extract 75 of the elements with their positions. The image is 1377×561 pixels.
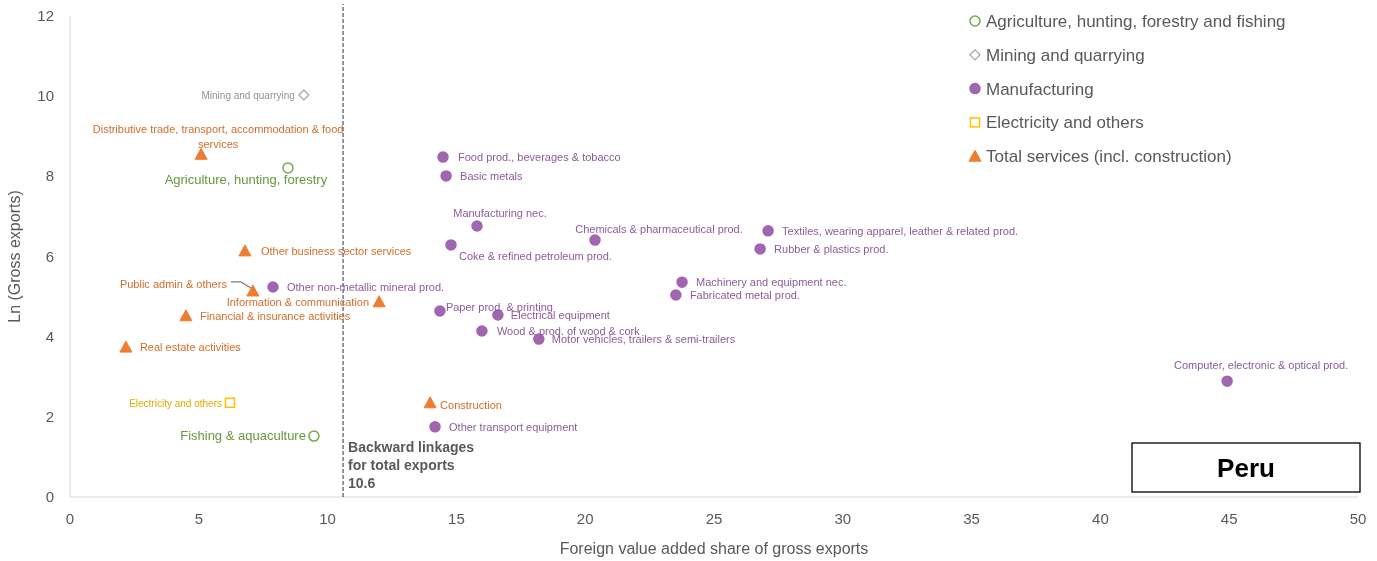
point: [471, 220, 483, 232]
point: [267, 281, 279, 293]
point: [238, 244, 252, 257]
annotation: Construction: [440, 398, 502, 411]
x-tick-label: 30: [834, 510, 852, 527]
annotation: Other business sector services: [260, 244, 412, 257]
annotation: Other transport equipment: [449, 420, 578, 433]
point: [437, 151, 449, 163]
x-tick-label: 50: [1349, 510, 1367, 527]
annotation: Real estate activities: [139, 341, 242, 354]
y-tick-label: 12: [37, 7, 54, 24]
x-tick-label: 45: [1220, 510, 1238, 527]
legend-label: Mining and quarrying: [986, 45, 1145, 65]
annotation: Chemicals & pharmaceutical prod.: [575, 223, 743, 236]
x-tick-label: 20: [576, 510, 594, 527]
x-tick-label: 0: [65, 510, 75, 527]
y-tick-label: 8: [45, 167, 54, 185]
annotation: Electricity and others: [129, 397, 222, 409]
point: [246, 284, 260, 297]
point: [445, 239, 457, 251]
annotation: Financial & insurance activities: [199, 309, 351, 322]
point: [589, 234, 601, 246]
point: [1221, 375, 1233, 387]
annotation: Public admin & others: [119, 277, 228, 290]
point: [476, 325, 488, 337]
legend-label: Electricity and others: [986, 113, 1144, 133]
y-tick-label: 2: [45, 407, 54, 425]
point: [119, 340, 133, 353]
x-tick-label: 40: [1092, 510, 1109, 527]
x-axis-title: Foreign value added share of gross exports: [559, 540, 869, 557]
annotation: Computer, electronic & optical prod.: [1174, 359, 1349, 372]
annotation: Distributive trade, transport, accommodation & food services: [92, 123, 344, 151]
point: [670, 289, 682, 301]
annotation: Food prod., beverages & tobacco: [458, 151, 621, 164]
x-tick-label: 15: [448, 510, 465, 527]
y-tick-label: 6: [45, 247, 54, 265]
annotation: Peru: [1217, 453, 1275, 483]
point: [423, 396, 437, 409]
annotation: Rubber & plastics prod.: [774, 242, 889, 255]
x-tick-label: 5: [194, 510, 203, 527]
y-tick-label: 4: [45, 327, 54, 345]
x-tick-label: 25: [705, 510, 723, 527]
point: [224, 397, 236, 409]
point: [429, 421, 441, 433]
y-tick-label: 0: [45, 488, 54, 505]
x-tick-label: 10: [319, 510, 336, 527]
point: [434, 305, 446, 317]
annotation: Coke & refined petroleum prod.: [458, 249, 612, 262]
y-tick-label: 10: [37, 87, 54, 105]
legend-label: Manufacturing: [986, 79, 1094, 99]
annotation: Other non-metallic mineral prod.: [286, 280, 445, 293]
point: [372, 295, 386, 308]
point: [762, 225, 774, 237]
annotation: Agriculture, hunting, forestry: [164, 171, 328, 187]
point: [282, 162, 294, 174]
annotation: Textiles, wearing apparel, leather & related prod.: [782, 224, 1019, 237]
point: [194, 147, 208, 160]
ref-line-label: Backward linkages for total exports 10.6: [348, 439, 475, 491]
annotation: Machinery and equipment nec.: [696, 276, 847, 289]
point: [440, 170, 452, 182]
point: [308, 430, 320, 442]
annotation: Basic metals: [460, 169, 523, 182]
point: [676, 276, 688, 288]
annotation: Manufacturing nec.: [453, 207, 547, 220]
x-tick-label: 35: [963, 510, 980, 527]
y-axis-title: Ln (Gross exports): [6, 190, 23, 323]
annotation: Mining and quarrying: [201, 89, 295, 101]
point: [298, 89, 310, 101]
legend-label: Agriculture, hunting, forestry and fishing: [986, 12, 1286, 31]
annotation: Fishing & aquaculture: [180, 428, 306, 444]
point: [754, 243, 766, 255]
annotation: Fabricated metal prod.: [689, 288, 800, 301]
point: [179, 309, 193, 322]
legend-label: Total services (incl. construction): [986, 147, 1232, 167]
annotation: Information & communication: [226, 295, 370, 308]
